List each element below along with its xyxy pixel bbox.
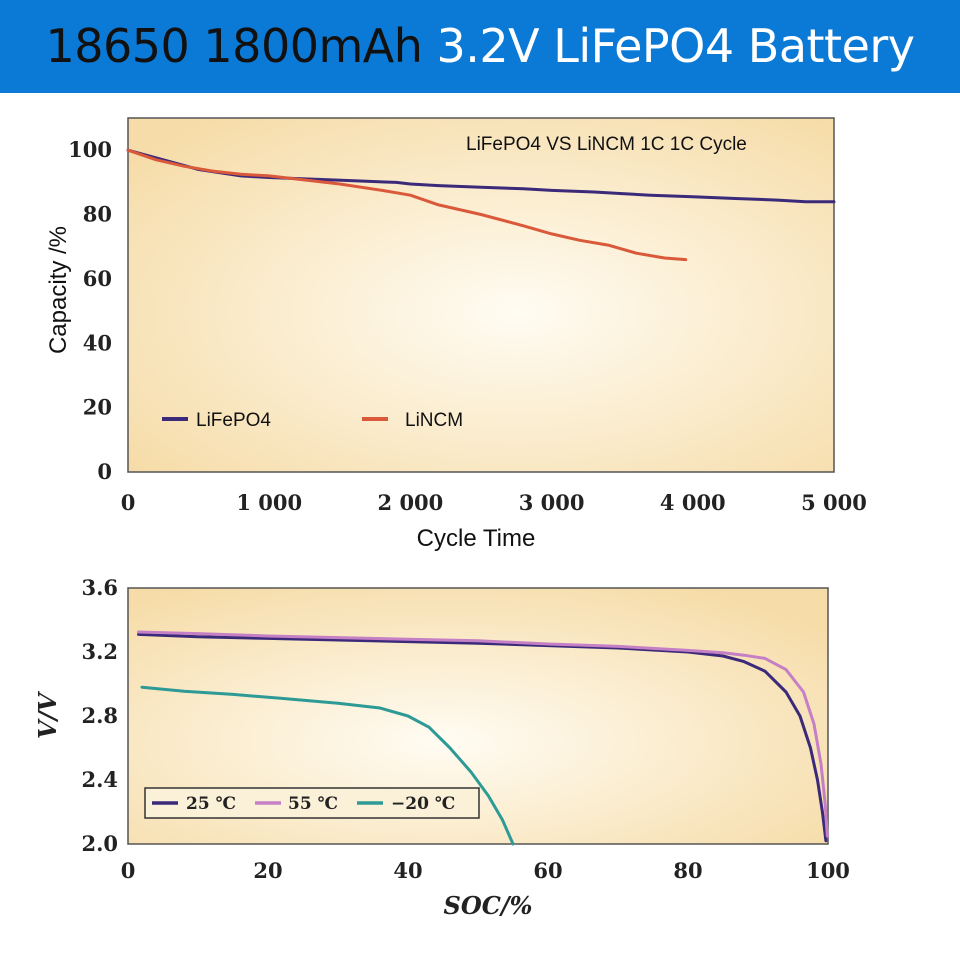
chart2-x-axis-label: SOC/%	[444, 891, 533, 920]
chart2-legend-box	[144, 787, 480, 819]
chart1-title: LiFePO4 VS LiNCM 1C 1C Cycle	[466, 134, 747, 155]
chart1-x-tick-label: 1 000	[236, 490, 302, 515]
page-title: 18650 1800mAh 3.2V LiFePO4 Battery	[0, 0, 960, 93]
chart2-y-tick-label: 3.2	[81, 639, 118, 664]
chart2-x-tick-label: 100	[806, 858, 850, 883]
chart1-x-tick-label: 4 000	[660, 490, 726, 515]
chart2-series-line-0	[137, 632, 828, 843]
chart1-y-tick-label: 80	[83, 202, 112, 227]
chart1-series-line-1	[126, 148, 688, 262]
chart1-y-tick-label: 0	[97, 459, 112, 484]
chart2-y-tick-label: 2.0	[81, 831, 118, 856]
chart1-y-axis-label: Capacity /%	[45, 226, 72, 354]
chart2-x-tick-label: 60	[533, 858, 562, 883]
chart1-legend-label-lifepo4: LiFePO4	[196, 410, 271, 431]
title-banner	[0, 0, 960, 93]
chart1-y-tick-label: 100	[68, 137, 112, 162]
chart1-x-axis-label: Cycle Time	[417, 525, 536, 552]
chart2-x-tick-label: 20	[253, 858, 282, 883]
chart2-y-tick-label: 2.8	[81, 703, 118, 728]
chart1-y-tick-label: 60	[83, 266, 112, 291]
chart1-x-tick-label: 5 000	[801, 490, 867, 515]
chart2-y-tick-label: 2.4	[81, 767, 118, 792]
chart2-x-tick-label: 80	[673, 858, 702, 883]
chart2-legend-label-55c: 55 ℃	[288, 794, 338, 814]
chart1-x-tick-label: 2 000	[378, 490, 444, 515]
title-part-model: 18650 1800mAh	[45, 19, 437, 73]
chart1-y-tick-label: 40	[83, 330, 112, 355]
chart2-x-tick-label: 0	[121, 858, 136, 883]
chart2-series-line-1	[137, 630, 829, 838]
chart2-x-tick-label: 40	[393, 858, 422, 883]
chart1-y-tick-label: 20	[83, 395, 112, 420]
chart1-series-line-0	[126, 148, 836, 204]
chart2-y-axis-label: V/V	[33, 691, 62, 739]
title-part-chemistry: 3.2V LiFePO4 Battery	[436, 19, 916, 73]
chart2-series-line-2	[140, 685, 515, 846]
chart2-y-tick-label: 3.6	[81, 575, 118, 600]
chart1-x-tick-label: 3 000	[519, 490, 585, 515]
chart2-legend-label-minus20c: −20 ℃	[391, 794, 455, 814]
chart2-legend-label-25c: 25 ℃	[186, 794, 236, 814]
chart1-x-tick-label: 0	[121, 490, 136, 515]
chart1-legend-label-lincm: LiNCM	[405, 410, 463, 431]
